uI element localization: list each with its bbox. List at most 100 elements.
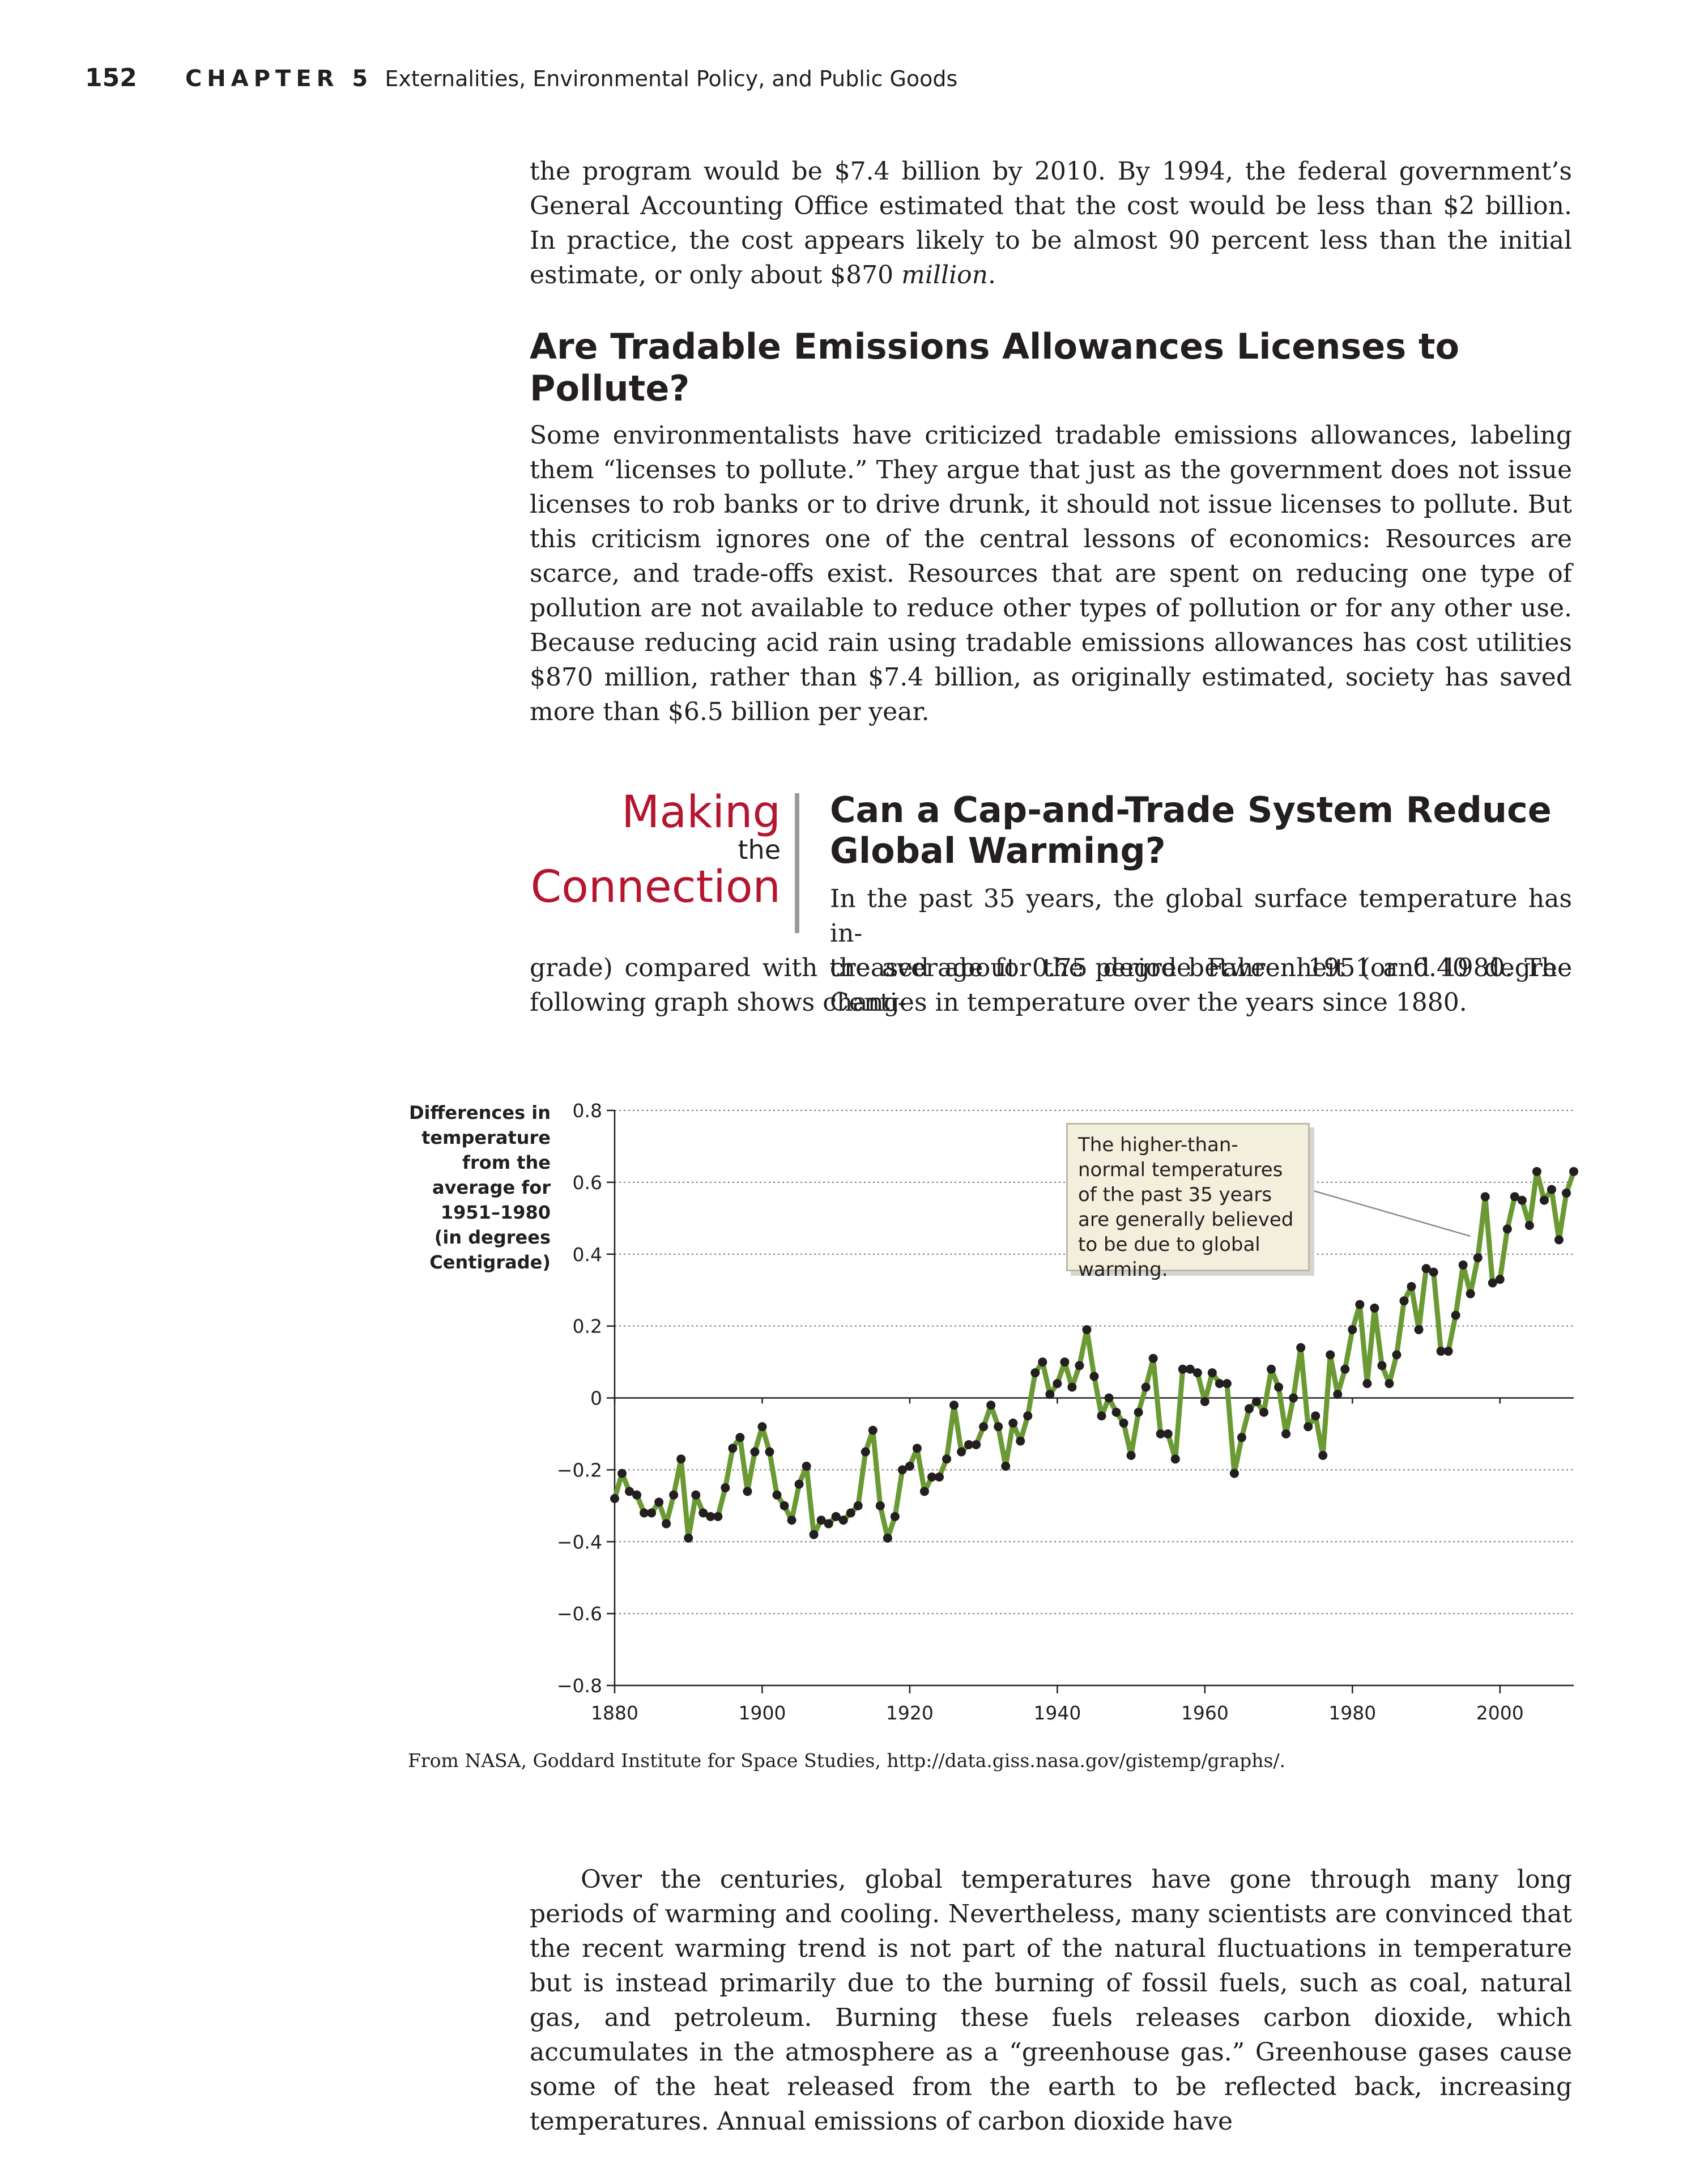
data-point — [676, 1454, 686, 1464]
data-point — [986, 1400, 996, 1410]
data-point — [1111, 1407, 1121, 1417]
data-point — [787, 1515, 796, 1525]
intro-paragraph: the program would be $7.4 billion by 201… — [530, 154, 1572, 292]
data-point — [972, 1440, 981, 1449]
data-point — [1399, 1296, 1409, 1306]
y-tick-label: −0.2 — [557, 1459, 602, 1481]
data-point — [1451, 1310, 1460, 1320]
data-point — [617, 1468, 627, 1478]
data-point — [853, 1501, 863, 1510]
chart-plot: −0.8 −0.6 −0.4 −0.2 0 0.2 0.4 0.6 0.8 1880 1900 192… — [557, 1100, 1578, 1724]
data-point — [1185, 1364, 1195, 1374]
data-point — [994, 1422, 1003, 1432]
logo-connection: Connection — [530, 862, 781, 913]
data-point — [1075, 1361, 1084, 1370]
data-point — [728, 1444, 738, 1453]
data-point — [1362, 1379, 1372, 1389]
data-point — [691, 1490, 701, 1500]
data-point — [949, 1400, 959, 1410]
data-point — [1119, 1418, 1128, 1428]
x-tick-label: 1960 — [1181, 1702, 1229, 1724]
data-point — [1141, 1382, 1151, 1392]
callout-pointer — [1309, 1189, 1471, 1237]
chart-y-axis-label: Differences in temperature from the aver… — [408, 1102, 551, 1273]
data-point — [713, 1512, 723, 1521]
data-point — [816, 1515, 826, 1525]
data-point — [1421, 1264, 1431, 1274]
x-tick-label: 1980 — [1328, 1702, 1376, 1724]
x-tick-label: 1920 — [886, 1702, 934, 1724]
data-point — [684, 1533, 693, 1543]
data-point — [1229, 1468, 1239, 1478]
x-tick-label: 1940 — [1033, 1702, 1081, 1724]
data-point — [1281, 1429, 1291, 1438]
logo-divider — [795, 793, 799, 933]
temperature-chart: Differences in temperature from the aver… — [397, 1088, 1586, 1779]
data-point — [1170, 1454, 1180, 1464]
section-paragraph-text: Some environmentalists have criticized t… — [530, 421, 1572, 726]
section-paragraph: Some environmentalists have criticized t… — [530, 418, 1572, 729]
data-point — [861, 1447, 870, 1457]
data-point — [1001, 1462, 1011, 1471]
logo-making: Making — [621, 787, 781, 838]
data-point — [757, 1422, 767, 1432]
data-point — [1082, 1325, 1092, 1334]
y-tick-label: 0.2 — [573, 1315, 602, 1338]
data-point — [1016, 1436, 1025, 1446]
data-point — [1097, 1411, 1106, 1421]
data-point — [1443, 1347, 1453, 1356]
page-number: 152 — [85, 63, 137, 92]
closing-paragraph-text: Over the centuries, global temperatures … — [530, 1865, 1572, 2136]
data-point — [838, 1515, 848, 1525]
data-point — [897, 1465, 907, 1475]
connection-line-1: In the past 35 years, the global surface… — [830, 884, 1572, 948]
data-point — [1207, 1368, 1217, 1378]
data-point — [802, 1462, 811, 1471]
y-tick-label: −0.8 — [557, 1675, 602, 1697]
chart-source: From NASA, Goddard Institute for Space S… — [408, 1749, 1286, 1772]
y-tick-label: 0.8 — [573, 1100, 602, 1122]
data-point — [1222, 1379, 1232, 1389]
data-point — [1163, 1429, 1173, 1438]
data-point — [1429, 1267, 1438, 1277]
data-point — [1104, 1393, 1114, 1403]
data-point — [912, 1444, 922, 1453]
data-point — [1524, 1221, 1534, 1230]
data-point — [1215, 1379, 1224, 1389]
data-point — [1252, 1397, 1262, 1406]
data-point — [831, 1512, 841, 1521]
data-point — [1274, 1382, 1284, 1392]
data-point — [706, 1512, 715, 1521]
data-point — [979, 1422, 989, 1432]
data-point — [1311, 1411, 1321, 1421]
data-point — [1053, 1379, 1062, 1389]
data-point — [1385, 1379, 1394, 1389]
data-point — [1067, 1382, 1077, 1392]
y-tick-label: 0.6 — [573, 1172, 602, 1194]
data-point — [1008, 1418, 1018, 1428]
data-point — [1023, 1411, 1033, 1421]
connection-text: grade) compared with the average for the… — [530, 953, 1572, 1017]
data-point — [1466, 1289, 1475, 1299]
intro-text: the program would be $7.4 billion by 201… — [530, 157, 1572, 290]
making-the-connection-logo: Making the Connection — [510, 789, 781, 911]
data-point — [1244, 1404, 1254, 1414]
data-point — [809, 1530, 819, 1539]
data-point — [1348, 1325, 1357, 1334]
data-point — [721, 1483, 730, 1493]
data-point — [1089, 1372, 1099, 1381]
data-point — [1156, 1429, 1165, 1438]
data-point — [735, 1433, 745, 1442]
data-point — [957, 1447, 966, 1457]
data-point — [868, 1425, 878, 1435]
chapter-label: CHAPTER 5 — [185, 66, 373, 92]
data-point — [1030, 1368, 1040, 1378]
data-point — [669, 1490, 679, 1500]
data-point — [1547, 1185, 1556, 1194]
data-point — [1561, 1188, 1571, 1198]
data-point — [743, 1487, 752, 1496]
closing-paragraph: Over the centuries, global temperatures … — [530, 1862, 1572, 2139]
data-point — [1510, 1192, 1519, 1202]
data-point — [640, 1508, 649, 1518]
data-point — [1532, 1166, 1541, 1176]
